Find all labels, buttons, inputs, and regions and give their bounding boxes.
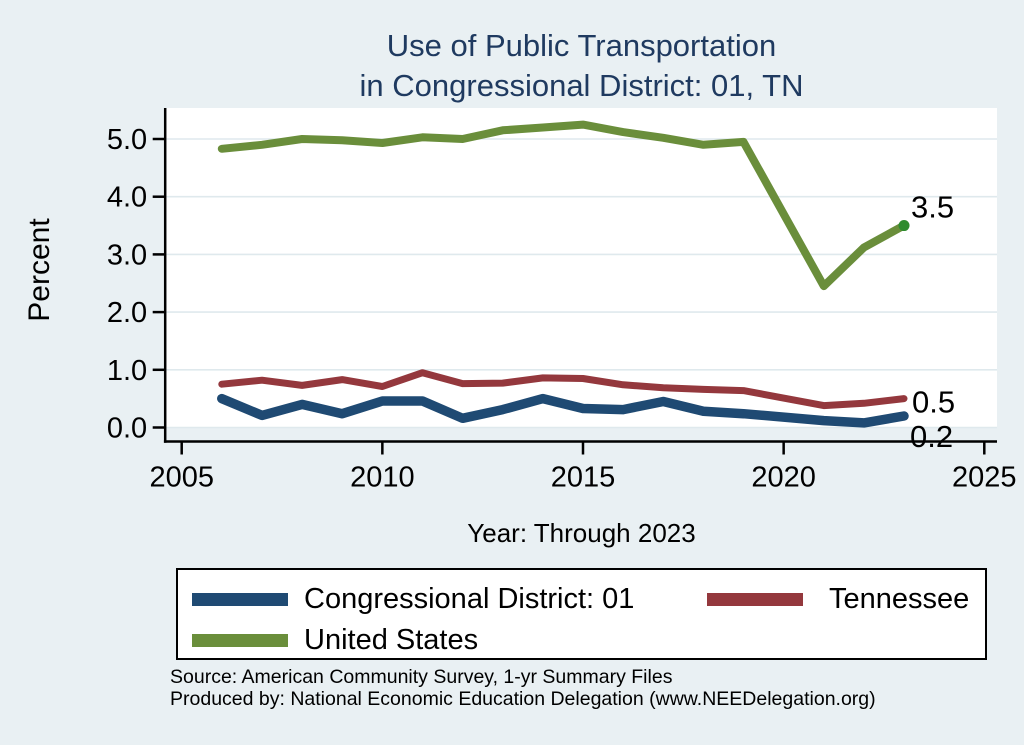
legend-label-district: Congressional District: 01 [304,583,635,615]
legend-label-united-states: United States [304,624,479,656]
y-tick-label: 4.0 [107,182,147,214]
x-tick-label: 2015 [551,462,616,494]
legend: Congressional District: 01 Tennessee Uni… [176,568,987,660]
x-tick-label: 2005 [149,462,214,494]
x-tick-label: 2025 [952,462,1017,494]
legend-item-tennessee: Tennessee [178,584,985,614]
y-tick-label: 3.0 [107,239,147,271]
plot-area: 0.0 1.0 2.0 3.0 4.0 5.0 2005 2010 2015 2020 2025 0.… [107,108,1017,494]
footer-notes: Source: American Community Survey, 1-yr … [170,666,876,710]
legend-label-tennessee: Tennessee [829,583,970,615]
legend-swatch-district [192,593,288,606]
series-line-0 [217,393,909,428]
legend-swatch-tennessee [707,593,803,606]
chart-title: Use of Public Transportation in Congress… [166,26,997,106]
chart-title-line2: in Congressional District: 01, TN [359,68,804,103]
x-tick-label: 2020 [751,462,816,494]
y-tick-label: 2.0 [107,297,147,329]
y-axis-title: Percent [23,218,56,322]
x-axis-caption: Year: Through 2023 [467,518,696,548]
series-end-dot-2 [898,220,910,232]
plot-background [166,108,997,428]
series-line-2 [217,120,908,291]
y-tick-label: 1.0 [107,355,147,387]
y-tick-label: 0.0 [107,413,147,445]
source-note: Source: American Community Survey, 1-yr … [170,666,673,688]
x-tick-label: 2010 [350,462,415,494]
chart-title-line1: Use of Public Transportation [386,28,777,63]
legend-item-united-states: United States [178,625,878,655]
produced-by-note: Produced by: National Economic Education… [170,688,876,710]
series-end-label-2: 3.5 [911,190,954,225]
y-tick-label: 5.0 [107,124,147,156]
legend-swatch-united-states [192,634,288,647]
series-end-label-1: 0.5 [912,385,955,420]
series-line-1 [218,369,908,410]
series-end-label-0: 0.2 [910,419,953,454]
legend-item-district: Congressional District: 01 [178,584,878,614]
